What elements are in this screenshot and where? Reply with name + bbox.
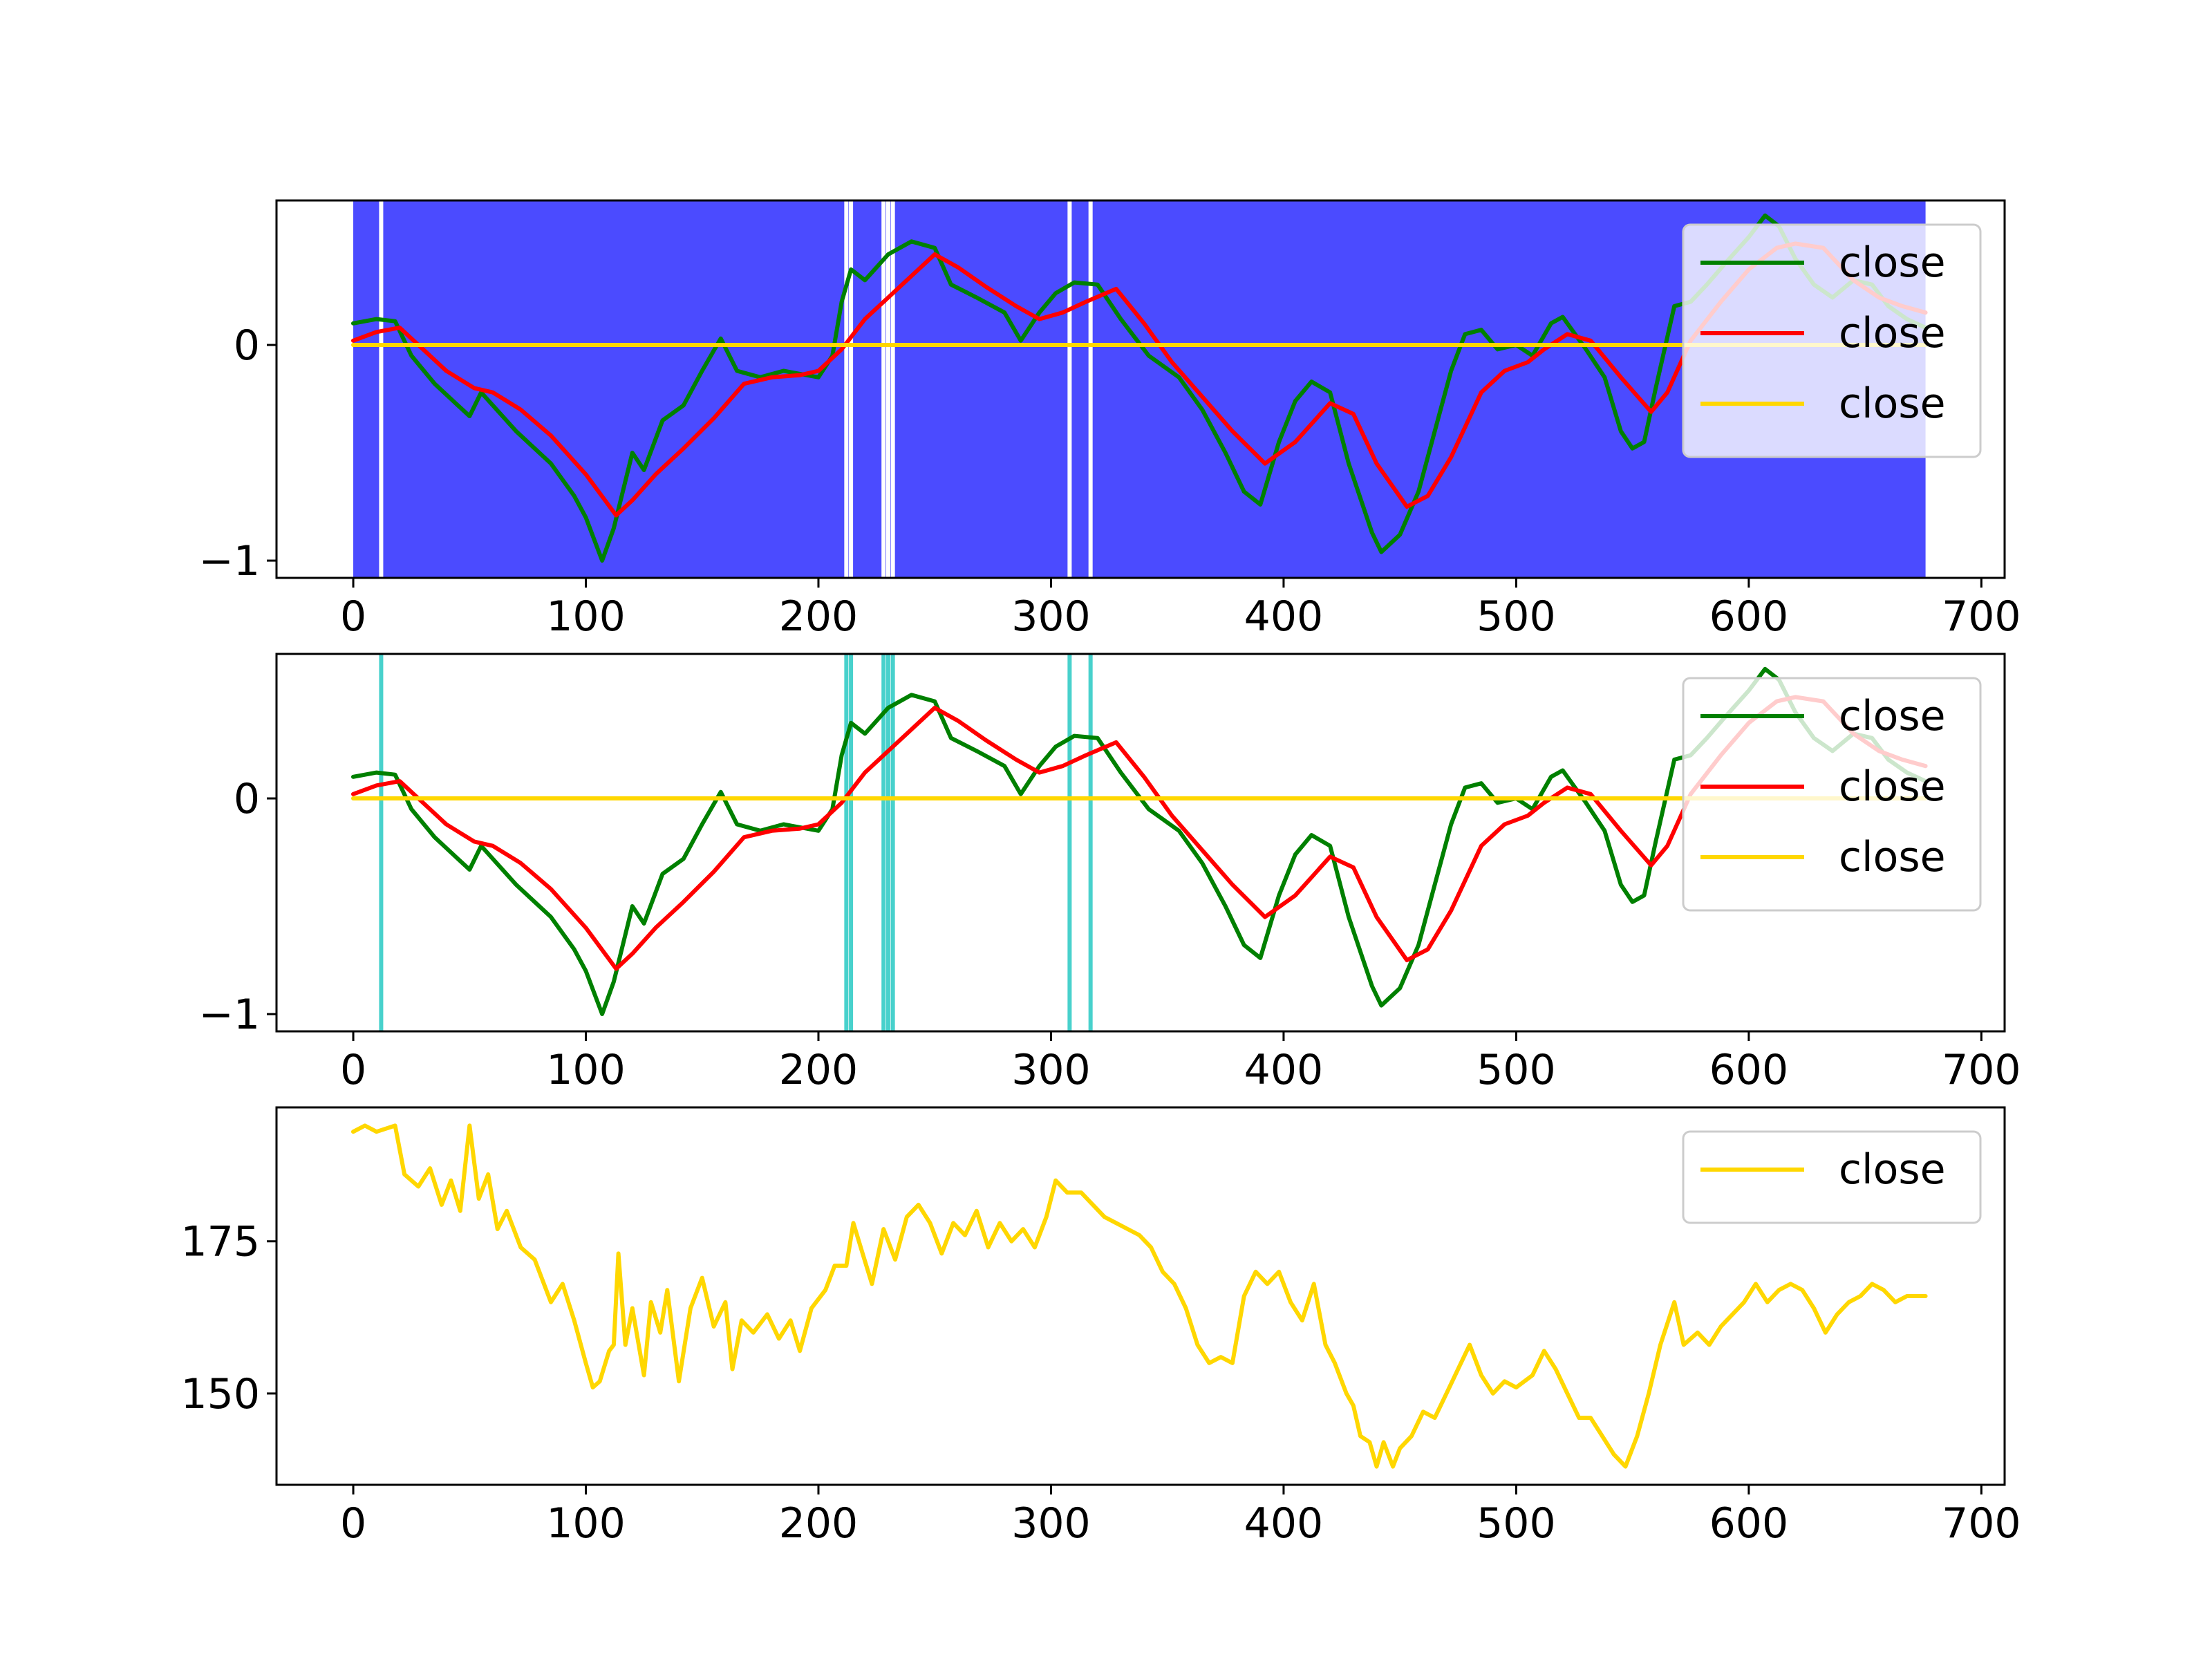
bottom-legend: close <box>1682 1130 1982 1224</box>
middle-legend-label: close <box>1839 692 1946 740</box>
top-xtick-label: 600 <box>1709 592 1789 641</box>
bottom-xtick-label: 100 <box>546 1499 626 1548</box>
middle-ytick-label: −1 <box>199 991 260 1039</box>
middle-ytick-label: 0 <box>234 775 260 823</box>
middle-legend: close close close <box>1682 677 1982 912</box>
top-legend-label: close <box>1839 309 1946 357</box>
middle-xtick-label: 600 <box>1709 1046 1789 1094</box>
bottom-legend-label: close <box>1839 1145 1946 1194</box>
bottom-xtick-label: 500 <box>1477 1499 1556 1548</box>
middle-series-group <box>351 666 1928 1016</box>
bottom-series-line-1 <box>351 1123 1928 1469</box>
top-xtick-label: 300 <box>1011 592 1091 641</box>
bottom-xtick-label: 700 <box>1942 1499 2021 1548</box>
middle-axes-frame <box>275 653 2006 1033</box>
bottom-axes-frame <box>275 1106 2006 1486</box>
middle-vertical-marks <box>379 654 1093 1031</box>
middle-xtick-label: 500 <box>1477 1046 1556 1094</box>
bottom-xtick-label: 200 <box>779 1499 859 1548</box>
bottom-xtick-label: 600 <box>1709 1499 1789 1548</box>
top-legend: close close close <box>1682 223 1982 458</box>
top-tick-group: 0 100 200 300 400 500 600 700 −1 0 <box>199 321 2021 641</box>
middle-xtick-label: 700 <box>1942 1046 2021 1094</box>
bottom-xtick-label: 0 <box>340 1499 366 1548</box>
top-axes-frame <box>275 199 2006 579</box>
top-legend-label: close <box>1839 238 1946 287</box>
middle-panel: 0 100 200 300 400 500 600 700−10 closecloseclos… <box>199 653 2021 1094</box>
top-xtick-label: 200 <box>779 592 859 641</box>
middle-series-line-1 <box>351 666 1928 1016</box>
middle-xtick-label: 200 <box>779 1046 859 1094</box>
top-ytick-label: 0 <box>234 321 260 370</box>
top-xtick-label: 500 <box>1477 592 1556 641</box>
top-legend-box <box>1682 223 1982 458</box>
top-series-line-2 <box>351 241 1928 518</box>
bottom-ytick-label: 175 <box>180 1218 260 1266</box>
bottom-xtick-label: 400 <box>1244 1499 1324 1548</box>
middle-xtick-label: 0 <box>340 1046 366 1094</box>
middle-xtick-label: 400 <box>1244 1046 1324 1094</box>
middle-xtick-label: 100 <box>546 1046 626 1094</box>
top-panel: 0 100 200 300 400 500 600 700−10 closecloseclos… <box>199 199 2021 641</box>
bottom-panel: 0 100 200 300 400 500 600 700 150 175 close <box>180 1106 2021 1548</box>
bottom-legend-box <box>1682 1130 1982 1224</box>
top-series-line-1 <box>351 213 1928 563</box>
middle-tick-group: 0 100 200 300 400 500 600 700 −1 0 <box>199 775 2021 1094</box>
top-xtick-label: 100 <box>546 592 626 641</box>
middle-xtick-label: 300 <box>1011 1046 1091 1094</box>
top-xtick-label: 400 <box>1244 592 1324 641</box>
top-series-group <box>351 213 1928 563</box>
top-xtick-label: 700 <box>1942 592 2021 641</box>
middle-legend-label: close <box>1839 762 1946 811</box>
bottom-xtick-label: 300 <box>1011 1499 1091 1548</box>
middle-legend-box <box>1682 677 1982 912</box>
middle-legend-label: close <box>1839 833 1946 881</box>
bottom-tick-group: 0 100 200 300 400 500 600 700 150 175 <box>180 1218 2021 1548</box>
top-gap-lines <box>379 200 1093 578</box>
middle-series-line-2 <box>351 695 1928 971</box>
bottom-ytick-label: 150 <box>180 1370 260 1418</box>
top-legend-label: close <box>1839 379 1946 428</box>
bottom-series-group <box>351 1123 1928 1469</box>
top-xtick-label: 0 <box>340 592 366 641</box>
top-ytick-label: −1 <box>199 537 260 585</box>
